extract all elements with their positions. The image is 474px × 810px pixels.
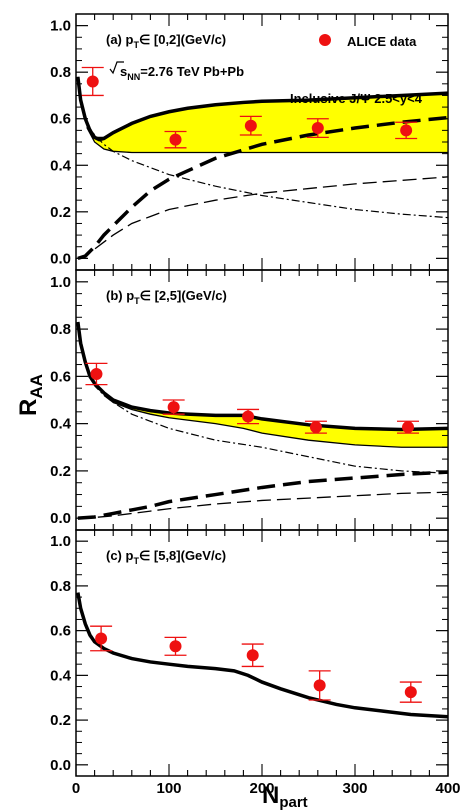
regeneration-thick-curve: [77, 470, 448, 520]
panel-c: 0.0 0.2 0.4 0.6 0.8 1.0 (c) pT∈ [5,8](GeV/c): [50, 529, 449, 777]
x-tick-label: 400: [435, 780, 460, 797]
y-tick-label: 0.8: [50, 578, 71, 595]
y-tick-label: 0.0: [50, 757, 71, 774]
x-axis-title: Npart: [262, 782, 308, 810]
data-point: [162, 399, 185, 415]
panel-label: (a) pT∈ [0,2](GeV/c): [106, 32, 226, 50]
data-marker: [246, 649, 259, 662]
x-tick-label: 200: [249, 780, 274, 797]
data-point: [304, 420, 327, 434]
data-point: [90, 625, 113, 652]
y-tick-label: 1.0: [50, 274, 71, 291]
data-marker: [242, 410, 255, 423]
data-point: [81, 66, 104, 97]
data-marker: [311, 122, 324, 135]
y-tick-label: 0.4: [50, 667, 72, 684]
panel-frame: [75, 269, 449, 531]
y-tick-label: 0.4: [50, 416, 72, 433]
data-point: [237, 408, 260, 425]
y-tick-label: 0.0: [50, 250, 71, 267]
data-marker: [400, 124, 413, 137]
x-tick-label: 100: [156, 780, 181, 797]
data-marker: [244, 119, 257, 132]
total-curve: [76, 592, 448, 719]
y-tick-label: 1.0: [50, 533, 71, 550]
y-tick-label: 0.2: [50, 463, 71, 480]
data-point: [241, 643, 264, 668]
y-tick-label: 0.2: [50, 712, 71, 729]
data-point: [308, 670, 331, 701]
data-point: [85, 362, 108, 386]
y-tick-label: 0.0: [50, 510, 71, 527]
x-tick-label: 300: [342, 780, 367, 797]
process-label: Inclusive J/Ψ 2.5<y<4: [290, 91, 423, 106]
data-point: [164, 130, 187, 149]
panel-label: (b) pT∈ [2,5](GeV/c): [106, 288, 227, 306]
energy-label: sNN=2.76 TeV Pb+Pb: [120, 64, 244, 82]
panel-b: 0.0 0.2 0.4 0.6 0.8 1.0 (b) pT∈ [2,5](GeV/c): [50, 269, 449, 531]
regeneration-thin-curve: [77, 176, 448, 259]
legend-label: ALICE data: [347, 34, 417, 49]
data-point: [399, 681, 422, 703]
y-tick-label: 0.6: [50, 623, 71, 640]
data-marker: [169, 640, 182, 653]
data-marker: [167, 401, 180, 414]
data-marker: [90, 368, 103, 380]
panel-frame: [75, 529, 449, 777]
y-tick-label: 0.6: [50, 111, 71, 128]
data-point: [164, 636, 187, 656]
total-curve: [76, 76, 448, 142]
y-tick-label: 0.8: [50, 321, 71, 338]
panel-label: (c) pT∈ [5,8](GeV/c): [106, 548, 226, 566]
primordial-curve: [77, 76, 448, 219]
data-marker: [402, 421, 415, 434]
data-marker: [313, 679, 326, 692]
primordial-curve: [77, 321, 448, 474]
y-tick-label: 0.4: [50, 157, 72, 174]
y-tick-label: 1.0: [50, 18, 71, 35]
regeneration-thin-curve: [77, 491, 448, 519]
data-marker: [169, 133, 182, 146]
regeneration-thick-curve: [77, 115, 448, 261]
panel-a: 0.0 0.2 0.4 0.6 0.8 1.0 (a) pT∈ [0,2](GeV/c): [50, 13, 449, 271]
y-tick-label: 0.6: [50, 368, 71, 385]
data-marker: [86, 75, 99, 88]
data-point: [306, 118, 329, 138]
data-marker: [404, 686, 417, 699]
data-point: [239, 115, 262, 136]
legend: ALICE data sNN=2.76 TeV Pb+Pb Inclusive J/…: [109, 34, 423, 106]
data-marker: [95, 632, 108, 645]
y-axis-title: RAA: [15, 374, 46, 416]
total-curve: [76, 321, 448, 432]
x-tick-label: 0: [72, 780, 80, 797]
y-tick-label: 0.8: [50, 64, 71, 81]
sqrt-sign: [109, 61, 124, 75]
y-tick-label: 0.2: [50, 204, 71, 221]
curves-group: [76, 592, 448, 719]
curves-group: [76, 321, 448, 520]
data-point: [395, 121, 418, 140]
legend-marker: [319, 34, 331, 46]
data-point: [397, 420, 420, 434]
data-marker: [309, 421, 322, 434]
